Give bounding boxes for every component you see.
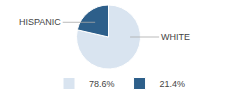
svg-text:HISPANIC: HISPANIC bbox=[19, 17, 61, 27]
svg-text:WHITE: WHITE bbox=[161, 32, 190, 42]
svg-text:78.6%: 78.6% bbox=[89, 79, 115, 89]
svg-text:21.4%: 21.4% bbox=[160, 79, 186, 89]
